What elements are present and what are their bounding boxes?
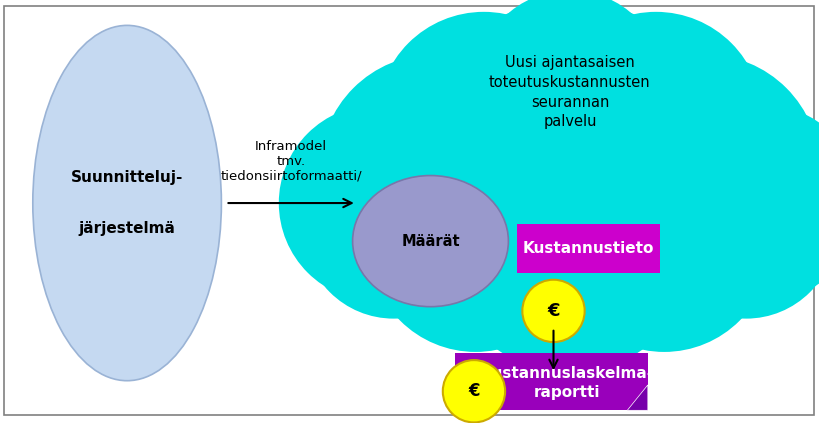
Ellipse shape — [33, 25, 221, 381]
Text: €: € — [546, 302, 559, 320]
Ellipse shape — [549, 12, 762, 225]
Polygon shape — [627, 385, 647, 410]
Ellipse shape — [278, 104, 475, 302]
Text: Määrät: Määrät — [400, 233, 459, 249]
Text: Kustannuslaskelma-: Kustannuslaskelma- — [480, 366, 653, 381]
Ellipse shape — [377, 12, 590, 225]
FancyBboxPatch shape — [455, 353, 647, 410]
Ellipse shape — [369, 139, 581, 352]
Ellipse shape — [442, 118, 696, 372]
Text: Kustannustieto: Kustannustieto — [522, 241, 654, 256]
Text: Uusi ajantasaisen
toteutuskustannusten
seurannan
palvelu: Uusi ajantasaisen toteutuskustannusten s… — [488, 55, 650, 129]
Ellipse shape — [590, 55, 819, 284]
Ellipse shape — [303, 138, 483, 319]
Ellipse shape — [352, 176, 508, 307]
Text: €: € — [468, 382, 479, 400]
Text: raportti: raportti — [533, 385, 600, 400]
FancyBboxPatch shape — [516, 224, 659, 273]
Ellipse shape — [475, 0, 663, 179]
Text: Suunnitteluj-: Suunnitteluj- — [70, 170, 183, 185]
Ellipse shape — [557, 139, 770, 352]
Ellipse shape — [442, 360, 505, 423]
Ellipse shape — [655, 138, 819, 319]
Ellipse shape — [522, 280, 584, 342]
Ellipse shape — [319, 55, 549, 284]
Text: järjestelmä: järjestelmä — [79, 221, 175, 236]
Ellipse shape — [663, 104, 819, 302]
Text: Inframodel
tmv.
tiedonsiirtoformaatti/: Inframodel tmv. tiedonsiirtoformaatti/ — [220, 140, 361, 183]
Ellipse shape — [410, 1, 729, 321]
